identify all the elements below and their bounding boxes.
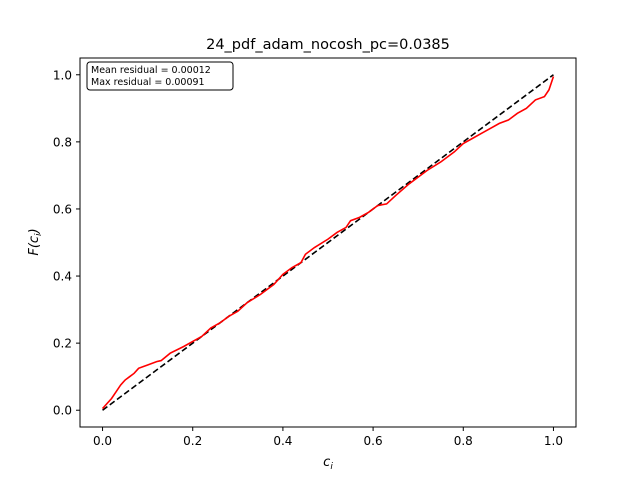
chart-title: 24_pdf_adam_nocosh_pc=0.0385	[206, 37, 450, 53]
y-tick-label: 0.0	[53, 404, 72, 418]
empirical-cdf-line	[101, 76, 555, 410]
x-tick-label: 1.0	[544, 434, 563, 448]
plot-area	[79, 57, 577, 428]
x-axis-ticks: 0.0 0.2 0.4 0.6 0.8 1.0	[93, 427, 563, 448]
y-tick-label: 1.0	[53, 68, 72, 82]
x-tick-label: 0.8	[454, 434, 473, 448]
x-tick-label: 0.0	[93, 434, 112, 448]
reference-diagonal-line	[102, 74, 554, 411]
y-tick-label: 0.2	[53, 337, 72, 351]
y-tick-label: 0.4	[53, 270, 72, 284]
y-tick-label: 0.8	[53, 135, 72, 149]
annotation-frame	[86, 61, 234, 91]
lines-layer	[101, 74, 555, 411]
x-axis-label: ci	[323, 455, 333, 472]
residual-annotation-box: Mean residual = 0.00012 Max residual = 0…	[86, 61, 234, 91]
x-tick-label: 0.6	[364, 434, 383, 448]
max-residual-text: Max residual = 0.00091	[91, 77, 205, 88]
y-axis-ticks: 0.0 0.2 0.4 0.6 0.8 1.0	[53, 68, 80, 418]
y-tick-label: 0.6	[53, 202, 72, 216]
x-tick-label: 0.4	[273, 434, 292, 448]
x-tick-label: 0.2	[183, 434, 202, 448]
y-axis-label: F(ci)	[27, 228, 44, 255]
mean-residual-text: Mean residual = 0.00012	[91, 65, 211, 76]
plot-frame	[79, 57, 577, 428]
